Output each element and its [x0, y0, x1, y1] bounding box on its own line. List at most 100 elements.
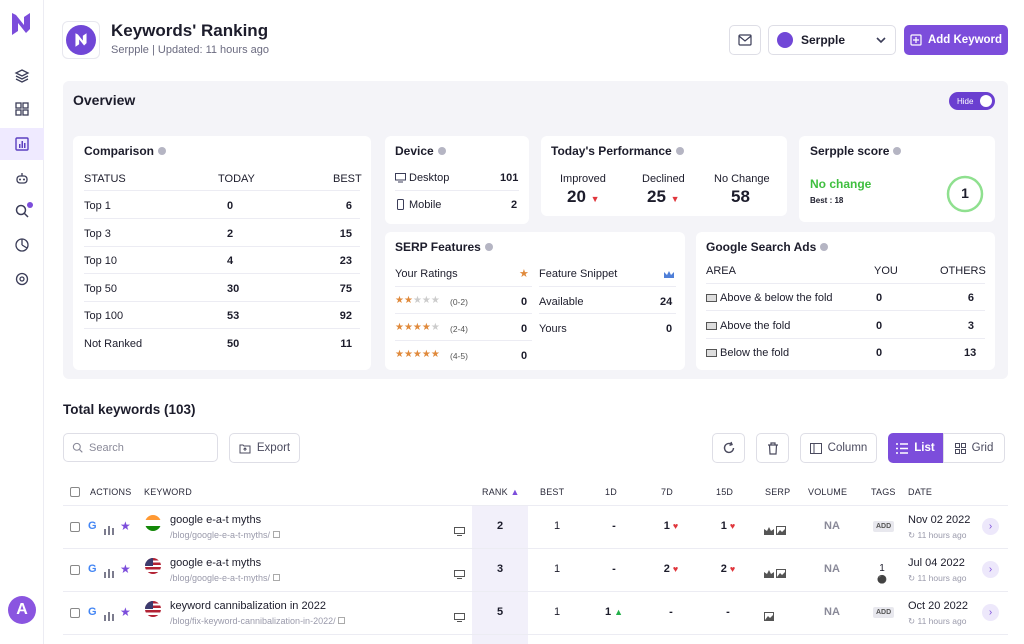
avatar[interactable]: A: [8, 596, 36, 624]
date-value: Nov 02 2022: [908, 514, 971, 526]
keyword-url[interactable]: /blog/google-e-a-t-myths/: [170, 573, 280, 583]
search-icon[interactable]: [10, 199, 34, 223]
delete-button[interactable]: [756, 433, 789, 463]
rankings-icon[interactable]: [10, 132, 34, 156]
serp-features-icon[interactable]: [764, 522, 786, 540]
column-button[interactable]: Column: [800, 433, 877, 463]
google-icon[interactable]: G: [88, 520, 97, 532]
settings-icon[interactable]: [10, 267, 34, 291]
dashboard-icon[interactable]: [10, 97, 34, 121]
list-label: List: [914, 442, 935, 454]
row-expand-button[interactable]: ›: [982, 518, 999, 535]
add-keyword-label: Add Keyword: [927, 34, 1003, 46]
change-15d: 1 ♥: [720, 520, 736, 532]
header-keyword[interactable]: KEYWORD: [144, 487, 192, 497]
bar-chart-icon[interactable]: [104, 522, 115, 535]
search-placeholder: Search: [89, 441, 124, 454]
info-icon[interactable]: [820, 243, 829, 251]
header-rank[interactable]: RANK ▲: [482, 487, 520, 497]
performance-card: [541, 136, 787, 216]
serpple-logo[interactable]: [10, 11, 32, 37]
crown-icon: [664, 271, 674, 278]
tag-count[interactable]: 1 ⚫: [877, 563, 887, 584]
header-best[interactable]: BEST: [540, 487, 565, 497]
rating-value: 0: [521, 296, 528, 308]
keyword-url[interactable]: /blog/google-e-a-t-myths/: [170, 530, 280, 540]
header-1d[interactable]: 1D: [605, 487, 617, 497]
project-select[interactable]: Serpple: [768, 25, 896, 55]
header-date[interactable]: DATE: [908, 487, 933, 497]
updated-ago: ↻ 11 hours ago: [908, 616, 967, 626]
trash-icon: [767, 441, 778, 455]
row-checkbox[interactable]: [70, 522, 80, 532]
header-serp[interactable]: SERP: [765, 487, 791, 497]
comparison-header-status: STATUS: [84, 173, 126, 185]
add-tag-button[interactable]: ADD: [873, 521, 895, 532]
keyword-text[interactable]: google e-a-t myths: [170, 557, 262, 569]
google-icon[interactable]: G: [88, 563, 97, 575]
hide-overview-toggle[interactable]: Hide: [949, 92, 995, 110]
search-ads-title: Google Search Ads: [706, 240, 829, 254]
best-value: 1: [553, 563, 561, 575]
bar-chart-icon[interactable]: [104, 565, 115, 578]
header-tags[interactable]: TAGS: [871, 487, 896, 497]
info-icon[interactable]: [158, 147, 167, 155]
serp-features-icon[interactable]: [764, 608, 774, 626]
info-icon[interactable]: [675, 147, 684, 155]
rating-stars-low: ★★★★★: [395, 295, 440, 306]
hide-label: Hide: [957, 96, 974, 106]
export-button[interactable]: Export: [229, 433, 300, 463]
no-change-value: 58: [731, 187, 750, 206]
star-icon: ★: [519, 268, 529, 280]
divider: [84, 328, 360, 329]
comparison-best: 23: [339, 255, 352, 267]
grid-label: Grid: [971, 442, 994, 454]
notification-dot: [27, 202, 33, 208]
serp-features-icon[interactable]: [764, 565, 786, 583]
add-tag-button[interactable]: ADD: [873, 607, 895, 618]
performance-title: Today's Performance: [551, 144, 684, 158]
email-report-button[interactable]: [729, 25, 761, 55]
add-keyword-button[interactable]: Add Keyword: [904, 25, 1008, 55]
bar-chart-icon[interactable]: [104, 608, 115, 621]
info-icon[interactable]: [893, 147, 902, 155]
favorite-star-icon[interactable]: ★: [120, 605, 131, 619]
keyword-text[interactable]: google e-a-t myths: [170, 514, 262, 526]
info-icon[interactable]: [484, 243, 493, 251]
comparison-today: 53: [227, 310, 240, 322]
comparison-status: Top 10: [84, 255, 118, 267]
row-expand-button[interactable]: ›: [982, 604, 999, 621]
header-volume[interactable]: VOLUME: [808, 487, 848, 497]
device-title: Device: [395, 144, 446, 158]
list-view-button[interactable]: List: [888, 433, 943, 463]
layers-icon[interactable]: [10, 64, 34, 88]
bot-icon[interactable]: [10, 166, 34, 190]
flag-usa-icon: [145, 601, 161, 617]
comparison-today: 2: [227, 227, 234, 240]
grid-view-button[interactable]: Grid: [943, 433, 1005, 463]
google-icon[interactable]: G: [88, 606, 97, 618]
change-7d: -: [669, 606, 673, 618]
row-expand-button[interactable]: ›: [982, 561, 999, 578]
sidebar: A: [0, 0, 44, 644]
search-input[interactable]: Search: [63, 433, 218, 462]
favorite-star-icon[interactable]: ★: [120, 519, 131, 533]
rank-value: 2: [496, 520, 504, 532]
favorite-star-icon[interactable]: ★: [120, 562, 131, 576]
project-logo: [62, 21, 100, 59]
search-icon: [72, 442, 83, 453]
header-15d[interactable]: 15D: [716, 487, 734, 497]
header-7d[interactable]: 7D: [661, 487, 673, 497]
row-checkbox[interactable]: [70, 608, 80, 618]
keyword-url[interactable]: /blog/fix-keyword-cannibalization-in-202…: [170, 616, 346, 626]
refresh-button[interactable]: [712, 433, 745, 463]
change-7d: 1 ♥: [663, 520, 679, 532]
rating-range: (0-2): [450, 297, 468, 307]
info-icon[interactable]: [437, 147, 446, 155]
select-all-checkbox[interactable]: [70, 487, 80, 497]
serp-features-title: SERP Features: [395, 240, 493, 254]
keyword-text[interactable]: keyword cannibalization in 2022: [170, 600, 326, 612]
row-checkbox[interactable]: [70, 565, 80, 575]
ads-area: Above the fold: [720, 319, 791, 332]
analytics-icon[interactable]: [10, 233, 34, 257]
